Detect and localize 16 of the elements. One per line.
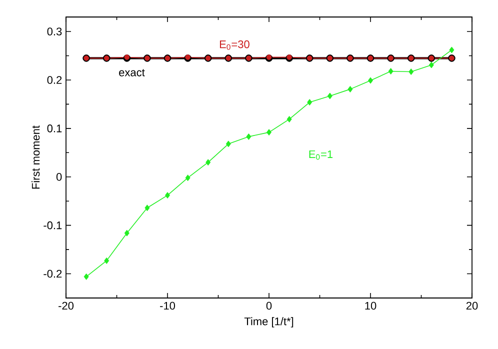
x-tick-label: 20 (466, 302, 478, 310)
y-tick-label: -0.2 (44, 270, 62, 278)
x-axis-title: Time [1/t*] (244, 317, 294, 328)
y-tick-label: 0 (56, 172, 62, 181)
y-axis-title: First moment (32, 126, 40, 189)
series-label: exact (119, 69, 145, 76)
x-tick-label: 0 (266, 302, 272, 310)
x-tick-label: -10 (160, 302, 176, 310)
text: E$_{0}$=1 (309, 150, 333, 160)
x-tick-label: -20 (58, 302, 74, 310)
series-label: E$_{0}$=30 (220, 40, 250, 50)
y-tick-label: 0.2 (47, 76, 62, 84)
y-tick-label: 0.1 (47, 124, 62, 132)
y-tick-label: -0.1 (44, 221, 62, 230)
x-tick-label: 10 (365, 302, 376, 310)
y-tick-label: 0.3 (47, 28, 62, 36)
